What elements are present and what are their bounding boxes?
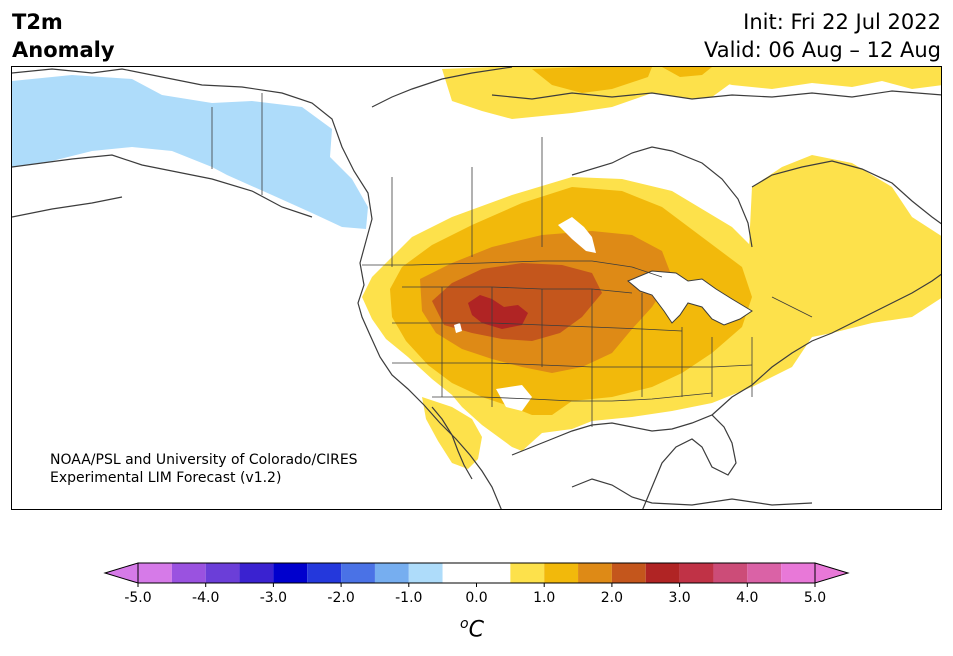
arctic-warm-region-2 (532, 67, 652, 93)
colorbar-bin (645, 563, 680, 583)
colorbar-bins (138, 563, 815, 583)
state-borders (211, 93, 813, 427)
colorbar-bin (747, 563, 782, 583)
coastlines (12, 67, 941, 509)
field-label: Anomaly (12, 38, 115, 62)
colorbar-tick-label: -4.0 (192, 590, 219, 606)
colorbar-tick-label: 5.0 (804, 590, 826, 606)
colorbar-bin (307, 563, 342, 583)
colorbar-tick-label: -3.0 (260, 590, 287, 606)
credit-line-1: NOAA/PSL and University of Colorado/CIRE… (50, 452, 358, 468)
colorbar: -5.0 -4.0 -3.0 -2.0 -1.0 0.0 1.0 2.0 3.0 4.0 5.0 (103, 562, 850, 606)
colorbar-bin (611, 563, 646, 583)
unit-base: C (468, 617, 484, 643)
colorbar-bin (442, 563, 511, 583)
unit-superscript: o (460, 616, 469, 632)
colorbar-bin (273, 563, 308, 583)
colorbar-tick-label: -5.0 (124, 590, 151, 606)
colorbar-bin (374, 563, 409, 583)
colorbar-ticks: -5.0 -4.0 -3.0 -2.0 -1.0 0.0 1.0 2.0 3.0 4.0 5.0 (124, 583, 826, 606)
arctic-warm-region (442, 67, 734, 119)
variable-label: T2m (12, 10, 63, 34)
forecast-dates: Init: Fri 22 Jul 2022 Valid: 06 Aug – 12… (704, 8, 941, 64)
east-canada-warm (748, 155, 941, 339)
colorbar-bin (205, 563, 240, 583)
colorbar-bin (408, 563, 443, 583)
great-lakes (627, 270, 753, 326)
colorbar-bin (138, 563, 172, 583)
colorbar-bin (171, 563, 206, 583)
warm-anomaly-red-core (468, 295, 528, 329)
colorbar-bin (781, 563, 815, 583)
colorbar-extend-high (814, 562, 850, 584)
neutral-gap-2 (454, 323, 462, 333)
anomaly-map (12, 67, 941, 509)
credit-line-2: Experimental LIM Forecast (v1.2) (50, 470, 282, 486)
colorbar-tick-label: -1.0 (395, 590, 422, 606)
neutral-gap-1 (558, 217, 596, 253)
colorbar-bin (510, 563, 545, 583)
valid-period: Valid: 06 Aug – 12 Aug (703, 38, 941, 62)
colorbar-extend-low (103, 562, 139, 584)
arctic-warm-region-4 (662, 67, 712, 77)
colorbar-bin (239, 563, 274, 583)
data-credit: NOAA/PSL and University of Colorado/CIRE… (50, 451, 358, 487)
cool-anomaly-region (12, 75, 368, 229)
map-panel: NOAA/PSL and University of Colorado/CIRE… (11, 66, 942, 510)
colorbar-tick-label: 0.0 (465, 590, 487, 606)
init-date: Init: Fri 22 Jul 2022 (743, 10, 941, 34)
colorbar-tick-label: -2.0 (327, 590, 354, 606)
arctic-warm-region-3 (652, 67, 941, 89)
colorbar-bin (341, 563, 375, 583)
colorbar-bin (544, 563, 579, 583)
map-title: T2m Anomaly (12, 8, 115, 64)
colorbar-tick-label: 3.0 (668, 590, 690, 606)
colorbar-bin (713, 563, 748, 583)
colorbar-bin (679, 563, 714, 583)
colorbar-tick-label: 1.0 (533, 590, 555, 606)
colorbar-tick-label: 2.0 (601, 590, 623, 606)
colorbar-unit: oC (460, 616, 484, 642)
warm-anomaly-redorange (432, 263, 602, 341)
colorbar-bin (578, 563, 612, 583)
colorbar-tick-label: 4.0 (736, 590, 758, 606)
